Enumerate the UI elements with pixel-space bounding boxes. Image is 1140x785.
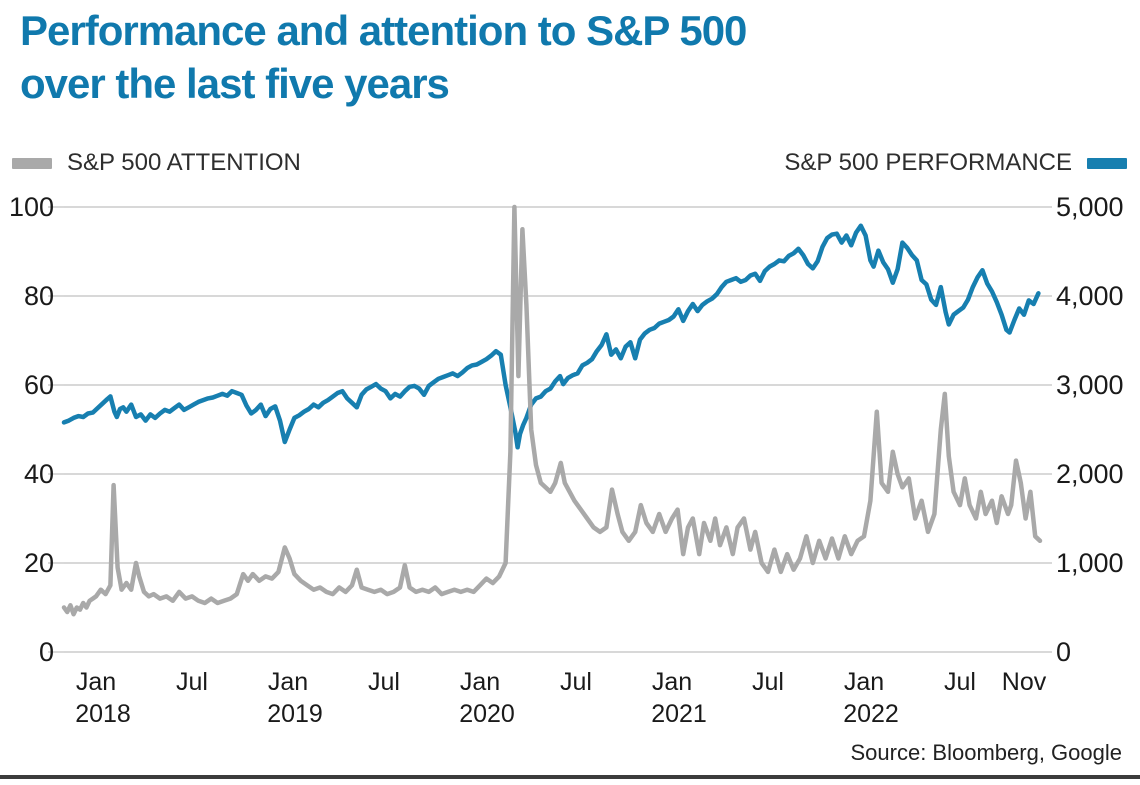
left-axis-tick-label: 80 xyxy=(24,281,54,311)
page-title-line2: over the last five years xyxy=(20,60,450,107)
legend-label-attention: S&P 500 ATTENTION xyxy=(67,149,301,176)
x-axis-month-label: Jul xyxy=(752,668,784,696)
legend-label-performance: S&P 500 PERFORMANCE xyxy=(784,149,1072,176)
x-axis-month-label: Jul xyxy=(944,668,976,696)
legend: S&P 500 ATTENTION S&P 500 PERFORMANCE xyxy=(12,146,1127,180)
bottom-rule xyxy=(0,775,1140,779)
left-axis-tick-label: 0 xyxy=(39,637,54,667)
x-axis-month-label: Jan xyxy=(844,668,884,696)
right-axis-tick-label: 0 xyxy=(1056,637,1071,667)
performance-swatch xyxy=(1087,157,1127,169)
left-axis-tick-label: 100 xyxy=(9,192,54,222)
right-axis-tick-label: 3,000 xyxy=(1056,370,1124,400)
x-axis-month-label: Jul xyxy=(176,668,208,696)
left-axis-tick-label: 20 xyxy=(24,548,54,578)
legend-item-attention: S&P 500 ATTENTION xyxy=(12,149,301,177)
legend-item-performance: S&P 500 PERFORMANCE xyxy=(784,149,1127,177)
page-title: Performance and attention to S&P 500 ove… xyxy=(20,4,747,110)
page-title-line1: Performance and attention to S&P 500 xyxy=(20,7,747,54)
x-axis-month-label: Nov xyxy=(1002,668,1047,696)
performance-line xyxy=(61,223,1041,450)
x-axis-month-label: Jan xyxy=(460,668,500,696)
left-axis-tick-label: 60 xyxy=(24,370,54,400)
x-axis-year-label: 2018 xyxy=(75,700,131,728)
attention-line xyxy=(61,204,1043,617)
right-axis-tick-label: 4,000 xyxy=(1056,281,1124,311)
right-axis-tick-label: 5,000 xyxy=(1056,192,1124,222)
x-axis-year-label: 2019 xyxy=(267,700,323,728)
x-axis-month-label: Jan xyxy=(268,668,308,696)
x-axis-year-label: 2021 xyxy=(651,700,707,728)
x-axis-month-label: Jan xyxy=(652,668,692,696)
x-axis-year-label: 2020 xyxy=(459,700,515,728)
x-axis-month-label: Jul xyxy=(368,668,400,696)
source-note: Source: Bloomberg, Google xyxy=(850,740,1123,765)
right-axis-tick-label: 2,000 xyxy=(1056,459,1124,489)
left-axis-tick-label: 40 xyxy=(24,459,54,489)
x-axis-month-label: Jul xyxy=(560,668,592,696)
x-axis-year-label: 2022 xyxy=(843,700,899,728)
right-axis-tick-label: 1,000 xyxy=(1056,548,1124,578)
attention-swatch xyxy=(12,157,52,169)
x-axis-month-label: Jan xyxy=(76,668,116,696)
